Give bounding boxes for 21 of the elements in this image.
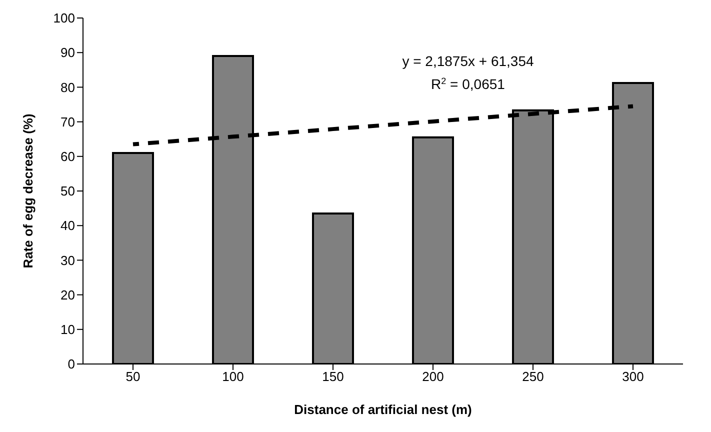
annotation: y = 2,1875x + 61,354 <box>402 53 534 69</box>
x-tick-label: 50 <box>126 369 140 384</box>
y-tick-label: 0 <box>68 356 75 372</box>
y-tick-label: 100 <box>53 10 75 26</box>
x-tick-label: 100 <box>222 369 244 384</box>
x-tick-label: 200 <box>422 369 444 384</box>
annotation: R$^{2}$ = 0,0651 <box>431 76 506 92</box>
y-tick-label: 90 <box>60 45 75 60</box>
y-axis-title: Rate of egg decrease (%) <box>20 114 36 268</box>
x-axis-title: Distance of artificial nest (m) <box>294 402 472 417</box>
x-tick-label: 250 <box>522 369 544 384</box>
y-tick-label: 10 <box>60 322 75 338</box>
x-tick-label: 300 <box>622 369 644 384</box>
y-tick-label: 80 <box>60 80 75 95</box>
y-tick-label: 50 <box>60 184 75 199</box>
y-tick-label: 70 <box>60 114 75 130</box>
x-tick-label: 150 <box>322 369 344 384</box>
y-tick-label: 40 <box>60 218 75 234</box>
y-tick-label: 20 <box>60 287 75 302</box>
y-tick-label: 30 <box>60 252 75 268</box>
y-tick-label: 60 <box>60 149 75 164</box>
